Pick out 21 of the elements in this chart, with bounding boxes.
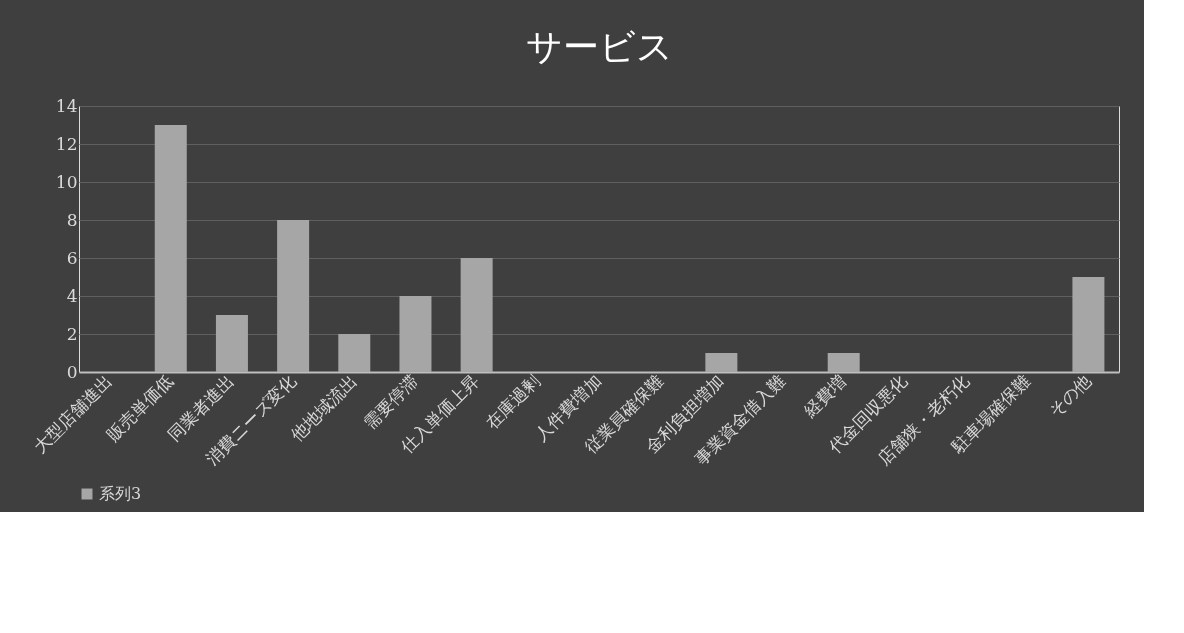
y-tick-label: 6 bbox=[66, 247, 78, 268]
y-tick-label: 10 bbox=[55, 171, 78, 192]
x-tick-label: 経費増 bbox=[799, 370, 851, 422]
y-tick-label: 14 bbox=[55, 95, 78, 116]
chart-title: サービス bbox=[525, 26, 673, 67]
y-tick-label: 12 bbox=[55, 133, 78, 154]
bar bbox=[1072, 277, 1105, 372]
legend-label: 系列3 bbox=[99, 484, 142, 503]
x-tick-label: その他 bbox=[1044, 370, 1095, 421]
bar bbox=[460, 258, 493, 372]
y-tick-label: 2 bbox=[66, 323, 78, 344]
bar bbox=[399, 296, 432, 372]
y-tick-label: 4 bbox=[66, 285, 78, 306]
bar bbox=[705, 353, 738, 372]
bar bbox=[338, 334, 371, 372]
bar bbox=[215, 315, 248, 372]
bar bbox=[827, 353, 860, 372]
y-tick-label: 8 bbox=[66, 209, 78, 230]
y-tick-label: 0 bbox=[66, 361, 78, 382]
bar bbox=[154, 125, 187, 372]
bar bbox=[277, 220, 310, 372]
